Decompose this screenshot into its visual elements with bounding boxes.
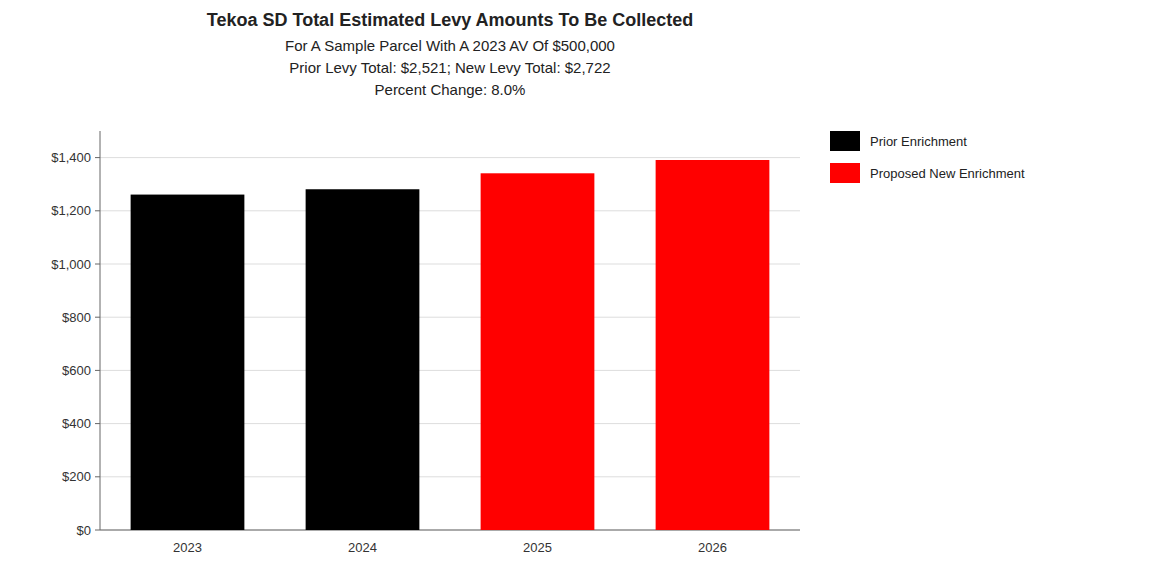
y-tick-label: $0 bbox=[77, 523, 91, 538]
y-tick bbox=[95, 317, 100, 318]
y-tick-label: $1,400 bbox=[51, 150, 91, 165]
y-tick bbox=[95, 476, 100, 477]
y-tick bbox=[95, 370, 100, 371]
y-tick-label: $1,200 bbox=[51, 203, 91, 218]
legend-swatch bbox=[830, 131, 860, 151]
bar bbox=[306, 189, 420, 530]
legend: Prior Enrichment Proposed New Enrichment bbox=[830, 131, 1025, 183]
grid bbox=[100, 158, 800, 530]
y-tick-label: $400 bbox=[62, 416, 91, 431]
subtitle: For A Sample Parcel With A 2023 AV Of $5… bbox=[285, 37, 615, 54]
x-tick-label: 2025 bbox=[523, 540, 552, 555]
y-tick bbox=[95, 530, 100, 531]
x-tick-label: 2024 bbox=[348, 540, 377, 555]
y-axis-line bbox=[100, 131, 101, 530]
y-tick bbox=[95, 157, 100, 158]
title: Tekoa SD Total Estimated Levy Amounts To… bbox=[207, 10, 693, 30]
y-tick bbox=[95, 423, 100, 424]
y-tick bbox=[95, 264, 100, 265]
y-tick-label: $1,000 bbox=[51, 257, 91, 272]
x-tick-label: 2023 bbox=[173, 540, 202, 555]
y-tick-label: $800 bbox=[62, 310, 91, 325]
chart-container: Tekoa SD Total Estimated Levy Amounts To… bbox=[0, 0, 1152, 576]
legend-swatch bbox=[830, 163, 860, 183]
chart-svg: Tekoa SD Total Estimated Levy Amounts To… bbox=[0, 0, 1152, 576]
bar bbox=[131, 195, 245, 530]
subtitle: Prior Levy Total: $2,521; New Levy Total… bbox=[289, 59, 610, 76]
subtitle: Percent Change: 8.0% bbox=[375, 81, 526, 98]
x-axis: 2023 2024 2025 2026 bbox=[173, 540, 727, 555]
y-axis: $0 $200 $400 $600 $800 $1,000 $1,200 $1,400 bbox=[51, 131, 800, 538]
y-tick bbox=[95, 210, 100, 211]
y-tick-label: $200 bbox=[62, 469, 91, 484]
legend-label: Prior Enrichment bbox=[870, 134, 967, 149]
y-tick-label: $600 bbox=[62, 363, 91, 378]
bar bbox=[481, 173, 595, 530]
bars bbox=[131, 160, 770, 530]
grid-line bbox=[100, 157, 800, 158]
x-tick-label: 2026 bbox=[698, 540, 727, 555]
legend-label: Proposed New Enrichment bbox=[870, 166, 1025, 181]
bar bbox=[656, 160, 770, 530]
